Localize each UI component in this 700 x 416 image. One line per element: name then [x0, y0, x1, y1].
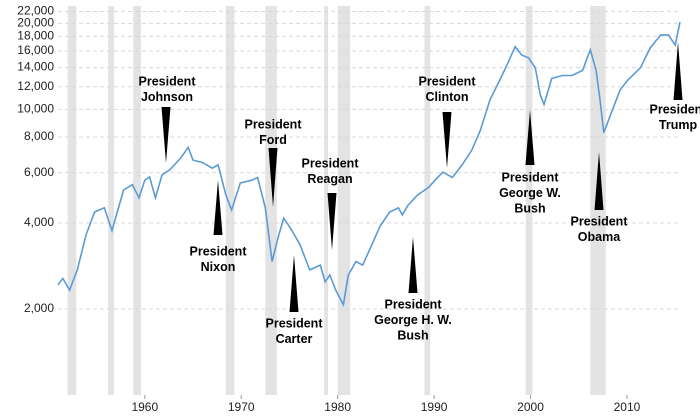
annotation-arrow: [289, 255, 299, 312]
annotation-text: Trump: [659, 118, 698, 132]
y-tick-label: 18,000: [17, 29, 54, 43]
recession-band: [225, 6, 235, 395]
y-tick-label: 10,000: [17, 101, 54, 115]
annotation-text: President: [245, 117, 303, 131]
annotation-text: President: [190, 244, 248, 258]
annotation-text: Reagan: [307, 172, 352, 186]
annotation-text: Ford: [259, 133, 287, 147]
annotation-arrow: [161, 107, 171, 163]
y-tick-label: 6,000: [24, 165, 54, 179]
annotation-text: Johnson: [141, 90, 193, 104]
x-tick-label: 1990: [421, 400, 448, 414]
annotation-text: Obama: [578, 230, 621, 244]
x-tick-label: 1970: [228, 400, 255, 414]
annotation-text: Nixon: [201, 260, 236, 274]
annotation-text: Clinton: [425, 90, 468, 104]
annotation-text: President: [650, 102, 700, 116]
data-line: [57, 21, 681, 308]
y-tick-label: 4,000: [24, 215, 54, 229]
annotation-arrow: [673, 42, 683, 100]
x-tick-label: 2010: [614, 400, 641, 414]
recession-band: [265, 6, 277, 395]
y-tick-label: 14,000: [17, 60, 54, 74]
recession-band: [133, 6, 141, 395]
annotation-arrow: [442, 112, 452, 168]
annotation-arrow: [408, 237, 418, 293]
annotation-text: George H. W.: [374, 313, 452, 327]
annotation-text: Carter: [276, 332, 313, 346]
y-tick-label: 2,000: [24, 301, 54, 315]
y-tick-label: 8,000: [24, 129, 54, 143]
x-tick-label: 1960: [131, 400, 158, 414]
annotation-text: Bush: [514, 201, 545, 215]
annotation-text: President: [419, 74, 477, 88]
annotation-arrow: [525, 110, 535, 165]
annotation-text: President: [302, 156, 360, 170]
annotation-arrow: [327, 193, 337, 250]
recession-band: [67, 6, 77, 395]
x-tick-label: 2000: [517, 400, 544, 414]
annotation-text: President: [139, 74, 197, 88]
annotation-arrow: [213, 180, 223, 235]
annotation-arrow: [594, 152, 604, 210]
y-tick-label: 12,000: [17, 79, 54, 93]
recession-band: [337, 6, 351, 395]
y-tick-label: 22,000: [17, 4, 54, 18]
recession-band: [108, 6, 114, 395]
annotation-text: George W.: [499, 186, 561, 200]
annotation-text: President: [502, 170, 560, 184]
recession-band: [525, 6, 533, 395]
annotation-text: President: [266, 316, 324, 330]
annotation-text: President: [571, 214, 629, 228]
y-tick-label: 16,000: [17, 43, 54, 57]
recession-band: [324, 6, 329, 395]
annotation-text: Bush: [397, 328, 428, 342]
x-tick-label: 1980: [324, 400, 351, 414]
recession-band: [424, 6, 431, 395]
y-tick-label: 20,000: [17, 15, 54, 29]
annotation-arrow: [268, 148, 278, 207]
annotation-text: President: [385, 297, 443, 311]
